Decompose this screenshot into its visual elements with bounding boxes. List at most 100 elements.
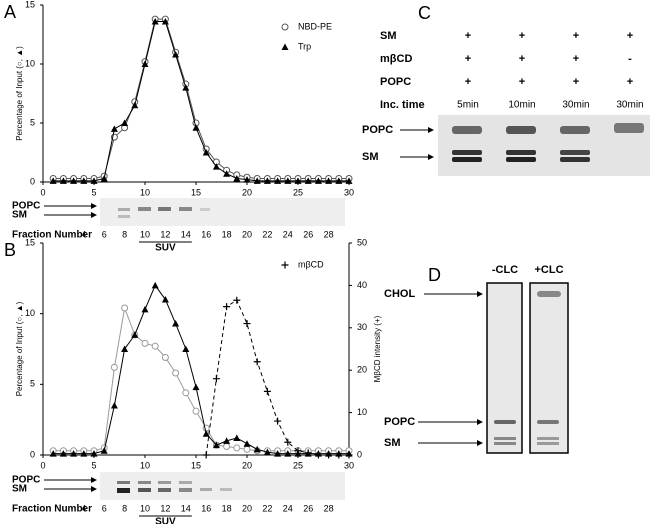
x-tick-label: 15	[191, 460, 201, 470]
row-value: +	[519, 53, 525, 65]
data-point	[263, 177, 271, 184]
lane-label: +CLC	[534, 264, 563, 276]
lane-number: 10	[140, 503, 150, 513]
lane-number: 20	[242, 229, 252, 239]
row-value: +	[519, 30, 525, 42]
data-point	[314, 177, 322, 184]
lane-number: 28	[324, 229, 334, 239]
data-point	[182, 345, 190, 352]
data-point	[212, 375, 220, 383]
bracket-label: SUV	[155, 243, 176, 254]
row-value: 10min	[508, 100, 535, 111]
lane-number: 6	[102, 503, 107, 513]
y-tick-label: 5	[30, 379, 35, 389]
lane-number: 20	[242, 503, 252, 513]
data-point	[233, 444, 241, 452]
legend-marker	[281, 261, 289, 269]
lane-number: 14	[181, 503, 191, 513]
x-tick-label: 20	[242, 460, 252, 470]
data-point	[172, 320, 180, 327]
row-value: +	[627, 76, 633, 88]
data-point	[223, 303, 231, 311]
legend-marker	[281, 43, 289, 50]
data-point	[100, 174, 108, 182]
y2-tick-label: 20	[357, 365, 367, 375]
y-axis-label: Percentage of Input (○, ▲)	[15, 46, 24, 141]
data-point	[335, 451, 343, 459]
lane-number: 24	[283, 229, 293, 239]
data-point	[284, 177, 292, 184]
row-value: 30min	[562, 100, 589, 111]
band-label: CHOL	[384, 288, 415, 300]
row-value: +	[465, 76, 471, 88]
row-value: +	[573, 76, 579, 88]
series-line	[205, 299, 349, 456]
data-point	[59, 450, 67, 457]
x-tick-label: 30	[344, 460, 354, 470]
y2-tick-label: 30	[357, 322, 367, 332]
data-point	[212, 441, 220, 449]
series-line	[53, 306, 349, 452]
lane-number: 12	[160, 503, 170, 513]
row-value: +	[627, 30, 633, 42]
gel-lane-title: Fraction Number	[12, 504, 92, 515]
data-point	[223, 443, 231, 451]
data-point	[274, 177, 282, 184]
data-point	[131, 101, 139, 109]
y-tick-label: 15	[25, 237, 35, 247]
gel-lane-title: Fraction Number	[12, 230, 92, 241]
bracket-label: SUV	[155, 517, 176, 524]
data-point	[284, 438, 292, 446]
lane-label: -CLC	[492, 264, 518, 276]
data-point	[151, 281, 159, 289]
data-point	[263, 448, 271, 456]
data-point	[243, 445, 251, 453]
data-point	[345, 451, 353, 459]
data-point	[70, 450, 78, 457]
x-tick-label: 10	[140, 187, 150, 197]
data-point	[304, 449, 312, 457]
row-value: 30min	[616, 100, 643, 111]
lane-number: 8	[122, 503, 127, 513]
data-point	[182, 84, 190, 91]
data-point	[192, 124, 200, 131]
x-tick-label: 20	[242, 187, 252, 197]
data-point	[202, 149, 210, 156]
data-point	[233, 174, 241, 182]
row-value: +	[519, 76, 525, 88]
data-point	[151, 342, 159, 350]
data-point	[80, 177, 88, 184]
x-tick-label: 0	[40, 187, 45, 197]
x-tick-label: 5	[91, 187, 96, 197]
data-point	[243, 440, 251, 447]
data-point	[59, 177, 67, 184]
y-tick-label: 0	[30, 449, 35, 459]
panel-letter: D	[428, 265, 441, 285]
gel-label: SM	[12, 484, 27, 495]
row-label: mβCD	[380, 53, 412, 65]
data-point	[233, 434, 241, 442]
y2-tick-label: 10	[357, 407, 367, 417]
row-label: Inc. time	[380, 99, 425, 111]
data-point	[325, 451, 333, 459]
row-value: +	[573, 53, 579, 65]
data-point	[304, 177, 312, 184]
data-point	[192, 407, 200, 415]
data-point	[263, 387, 271, 395]
lane-number: 22	[262, 229, 272, 239]
data-point	[172, 51, 180, 58]
band-label: POPC	[362, 124, 393, 136]
legend-label: NBD-PE	[298, 21, 332, 31]
x-tick-label: 5	[91, 460, 96, 470]
gel-c	[438, 115, 650, 176]
y2-axis-label: MβCD intensity (+)	[373, 315, 382, 382]
data-point	[161, 18, 169, 25]
data-point	[110, 363, 118, 371]
data-point	[202, 451, 210, 459]
row-value: +	[465, 53, 471, 65]
data-point	[110, 402, 118, 409]
gel-d	[486, 282, 569, 454]
data-point	[253, 445, 261, 453]
data-point	[141, 305, 149, 313]
data-point	[335, 177, 343, 184]
